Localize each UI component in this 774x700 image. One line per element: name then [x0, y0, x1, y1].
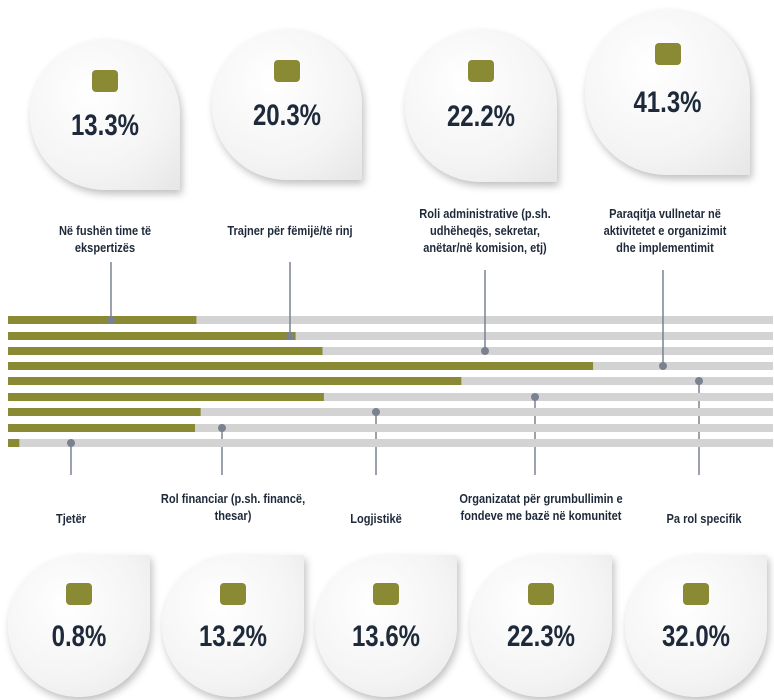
connector-dot	[372, 408, 380, 416]
value-label: 20.3%	[252, 99, 322, 132]
value-bubble: 0.8%	[8, 555, 150, 697]
icon	[373, 583, 399, 606]
value-label: 13.2%	[198, 620, 268, 654]
value-label: 32.0%	[661, 620, 731, 654]
value-label: 0.8%	[51, 620, 107, 654]
bar	[8, 316, 197, 324]
bar-track	[8, 332, 773, 340]
bar	[8, 347, 323, 355]
value-bubble: 41.3%	[585, 10, 750, 175]
connector-dot	[218, 424, 226, 432]
icon	[66, 583, 92, 606]
connector-dot	[695, 377, 703, 385]
category-label: Rol financiar (p.sh. financë, thesar)	[160, 491, 306, 523]
value-label: 22.3%	[506, 620, 576, 654]
bar	[8, 332, 296, 340]
category-label: Roli administrative (p.sh. udhëheqës, se…	[419, 206, 551, 255]
icon	[274, 60, 300, 82]
value-bubble: 22.3%	[470, 555, 612, 697]
icon	[654, 43, 681, 65]
bar-track	[8, 316, 773, 324]
value-label: 22.2%	[446, 99, 516, 133]
bar-track	[8, 347, 773, 355]
category-label: Tjetër	[55, 511, 87, 526]
connector-dot	[107, 316, 115, 324]
bar	[8, 424, 195, 432]
value-bubble: 13.3%	[30, 40, 180, 190]
icon	[683, 583, 709, 606]
category-label: Në fushën time të ekspertizës	[58, 223, 152, 255]
connector-dot	[531, 393, 539, 401]
bar	[8, 408, 201, 416]
bar-track	[8, 408, 773, 416]
category-label: Trajner për fëmijë/të rinj	[227, 223, 353, 238]
value-bubble: 13.6%	[315, 555, 457, 697]
bar-track	[8, 439, 773, 447]
connector-dot	[659, 362, 667, 370]
category-label: Paraqitja vullnetar në aktivitetet e org…	[603, 206, 727, 255]
value-bubble: 13.2%	[162, 555, 304, 697]
value-label: 41.3%	[633, 85, 702, 119]
category-label: Organizatat për grumbullimin e fondeve m…	[459, 491, 623, 523]
category-label: Pa rol specifik	[666, 511, 742, 526]
icon	[468, 60, 494, 83]
bar	[8, 362, 594, 370]
value-label: 13.3%	[70, 109, 140, 142]
bar	[8, 377, 462, 385]
value-label: 13.6%	[351, 620, 421, 654]
bar-track	[8, 393, 773, 401]
connector-dot	[481, 347, 489, 355]
connector-dot	[67, 439, 75, 447]
value-bubble: 32.0%	[625, 555, 767, 697]
bar	[8, 439, 20, 447]
category-label: Logjistikë	[350, 511, 402, 526]
icon	[220, 583, 246, 606]
bar-track	[8, 424, 773, 432]
icon	[92, 70, 118, 92]
icon	[528, 583, 554, 606]
bar	[8, 393, 324, 401]
value-bubble: 22.2%	[405, 30, 557, 182]
connector-dot	[286, 332, 294, 340]
value-bubble: 20.3%	[212, 30, 362, 180]
